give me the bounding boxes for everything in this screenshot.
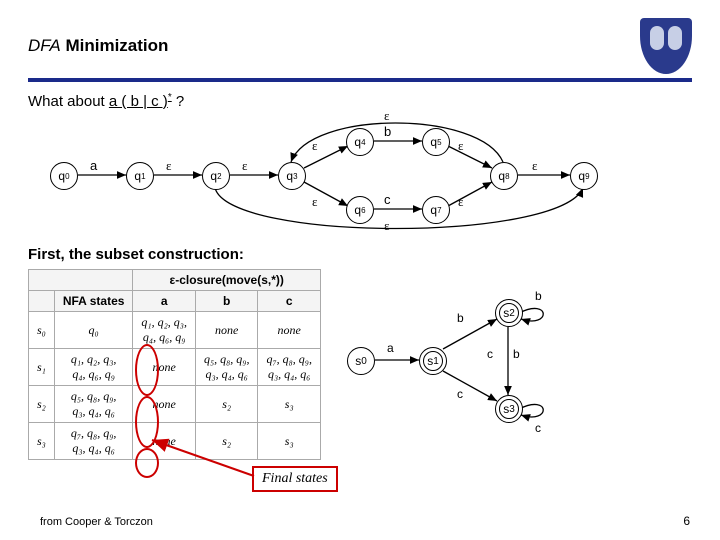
nfa-edge-label: ε xyxy=(458,138,463,154)
nfa-edge-label: ε xyxy=(166,158,171,174)
title-rule xyxy=(28,78,692,82)
nfa-state-q6: q6 xyxy=(346,196,374,224)
table-col-header: c xyxy=(258,291,321,312)
table-cell: s₂ xyxy=(195,386,258,423)
table-cell: none xyxy=(258,312,321,349)
question-prefix: What about xyxy=(28,93,109,110)
table-cell: q₅, q₈, q₉,q₃, q₄, q₆ xyxy=(195,349,258,386)
table-cell: q₇, q₈, q₉,q₃, q₄, q₆ xyxy=(258,349,321,386)
table-row: s₃q₇, q₈, q₉,q₃, q₄, q₆nones₂s₃ xyxy=(29,423,321,460)
nfa-edge-label: ε xyxy=(458,194,463,210)
final-states-box: Final states xyxy=(252,466,338,492)
lower-row: ε-closure(move(s,*)) NFA statesabc s₀q₀q… xyxy=(0,269,720,460)
table-cell: q₁, q₂, q₃,q₄, q₆, q₉ xyxy=(133,312,196,349)
nfa-edge-label: ε xyxy=(312,194,317,210)
section-heading: First, the subset construction: xyxy=(0,236,720,269)
table-cell: s₃ xyxy=(29,423,55,460)
nfa-state-q9: q9 xyxy=(570,162,598,190)
nfa-edge-label: ε xyxy=(384,108,389,124)
table-cell: s₂ xyxy=(29,386,55,423)
highlight-circle xyxy=(135,344,159,396)
table-cell: s₂ xyxy=(195,423,258,460)
highlight-circle xyxy=(135,396,159,448)
dfa-state-s1: s1 xyxy=(419,347,447,375)
nfa-state-q7: q7 xyxy=(422,196,450,224)
table-cell: s₃ xyxy=(258,386,321,423)
table-wrap: ε-closure(move(s,*)) NFA statesabc s₀q₀q… xyxy=(28,269,321,460)
dfa-edge-label: c xyxy=(487,347,493,361)
table-row: s₁q₁, q₂, q₃,q₄, q₆, q₉noneq₅, q₈, q₉,q₃… xyxy=(29,349,321,386)
nfa-edge-label: ε xyxy=(384,218,389,234)
table-header-top: ε-closure(move(s,*)) xyxy=(133,270,321,291)
dfa-edge-label: c xyxy=(457,387,463,401)
dfa-state-s3: s3 xyxy=(495,395,523,423)
dfa-edge-label: b xyxy=(535,289,542,303)
nfa-diagram: q0q1q2q3q4q5q6q7q8q9aεεεεbcεεεεε xyxy=(30,116,690,236)
nfa-state-q3: q3 xyxy=(278,162,306,190)
dfa-diagram: s0 s1 s2 s3 a b c b c b c xyxy=(339,269,559,449)
dfa-edge-label: b xyxy=(513,347,520,361)
table-cell: q₅, q₈, q₉,q₃, q₄, q₆ xyxy=(54,386,133,423)
table-row: s₀q₀q₁, q₂, q₃,q₄, q₆, q₉nonenone xyxy=(29,312,321,349)
nfa-state-q8: q8 xyxy=(490,162,518,190)
subset-table: ε-closure(move(s,*)) NFA statesabc s₀q₀q… xyxy=(28,269,321,460)
nfa-state-q2: q2 xyxy=(202,162,230,190)
table-col-header xyxy=(29,291,55,312)
nfa-state-q1: q1 xyxy=(126,162,154,190)
table-col-header: NFA states xyxy=(54,291,133,312)
question-suffix: ? xyxy=(172,93,185,110)
footer-credit: from Cooper & Torczon xyxy=(40,516,153,528)
table-row: s₂q₅, q₈, q₉,q₃, q₄, q₆nones₂s₃ xyxy=(29,386,321,423)
nfa-state-q4: q4 xyxy=(346,128,374,156)
nfa-edge-label: c xyxy=(384,192,391,207)
table-cell: none xyxy=(195,312,258,349)
dfa-state-s0: s0 xyxy=(347,347,375,375)
nfa-edge-label: ε xyxy=(532,158,537,174)
nfa-edge-label: ε xyxy=(312,138,317,154)
table-col-header: b xyxy=(195,291,258,312)
table-cell: q₇, q₈, q₉,q₃, q₄, q₆ xyxy=(54,423,133,460)
title-row: DFA Minimization xyxy=(0,0,720,74)
page-number: 6 xyxy=(683,514,690,528)
table-col-header: a xyxy=(133,291,196,312)
title-dfa: DFA xyxy=(28,36,61,55)
nfa-edge-label: b xyxy=(384,124,391,139)
nfa-edge-label: a xyxy=(90,158,97,173)
question-line: What about a ( b | c )* ? xyxy=(0,92,720,116)
table-cell: s₃ xyxy=(258,423,321,460)
table-cell: s₁ xyxy=(29,349,55,386)
nfa-edge-label: ε xyxy=(242,158,247,174)
shield-logo-icon xyxy=(640,18,692,74)
nfa-state-q0: q0 xyxy=(50,162,78,190)
dfa-edge-label: a xyxy=(387,341,394,355)
table-cell: q₀ xyxy=(54,312,133,349)
nfa-state-q5: q5 xyxy=(422,128,450,156)
highlight-circle xyxy=(135,448,159,478)
page-title: DFA Minimization xyxy=(28,36,168,56)
title-rest: Minimization xyxy=(61,36,169,55)
question-expr: a ( b | c ) xyxy=(109,93,168,110)
dfa-edge-label: c xyxy=(535,421,541,435)
table-cell: q₁, q₂, q₃,q₄, q₆, q₉ xyxy=(54,349,133,386)
dfa-state-s2: s2 xyxy=(495,299,523,327)
table-cell: s₀ xyxy=(29,312,55,349)
dfa-edge-label: b xyxy=(457,311,464,325)
